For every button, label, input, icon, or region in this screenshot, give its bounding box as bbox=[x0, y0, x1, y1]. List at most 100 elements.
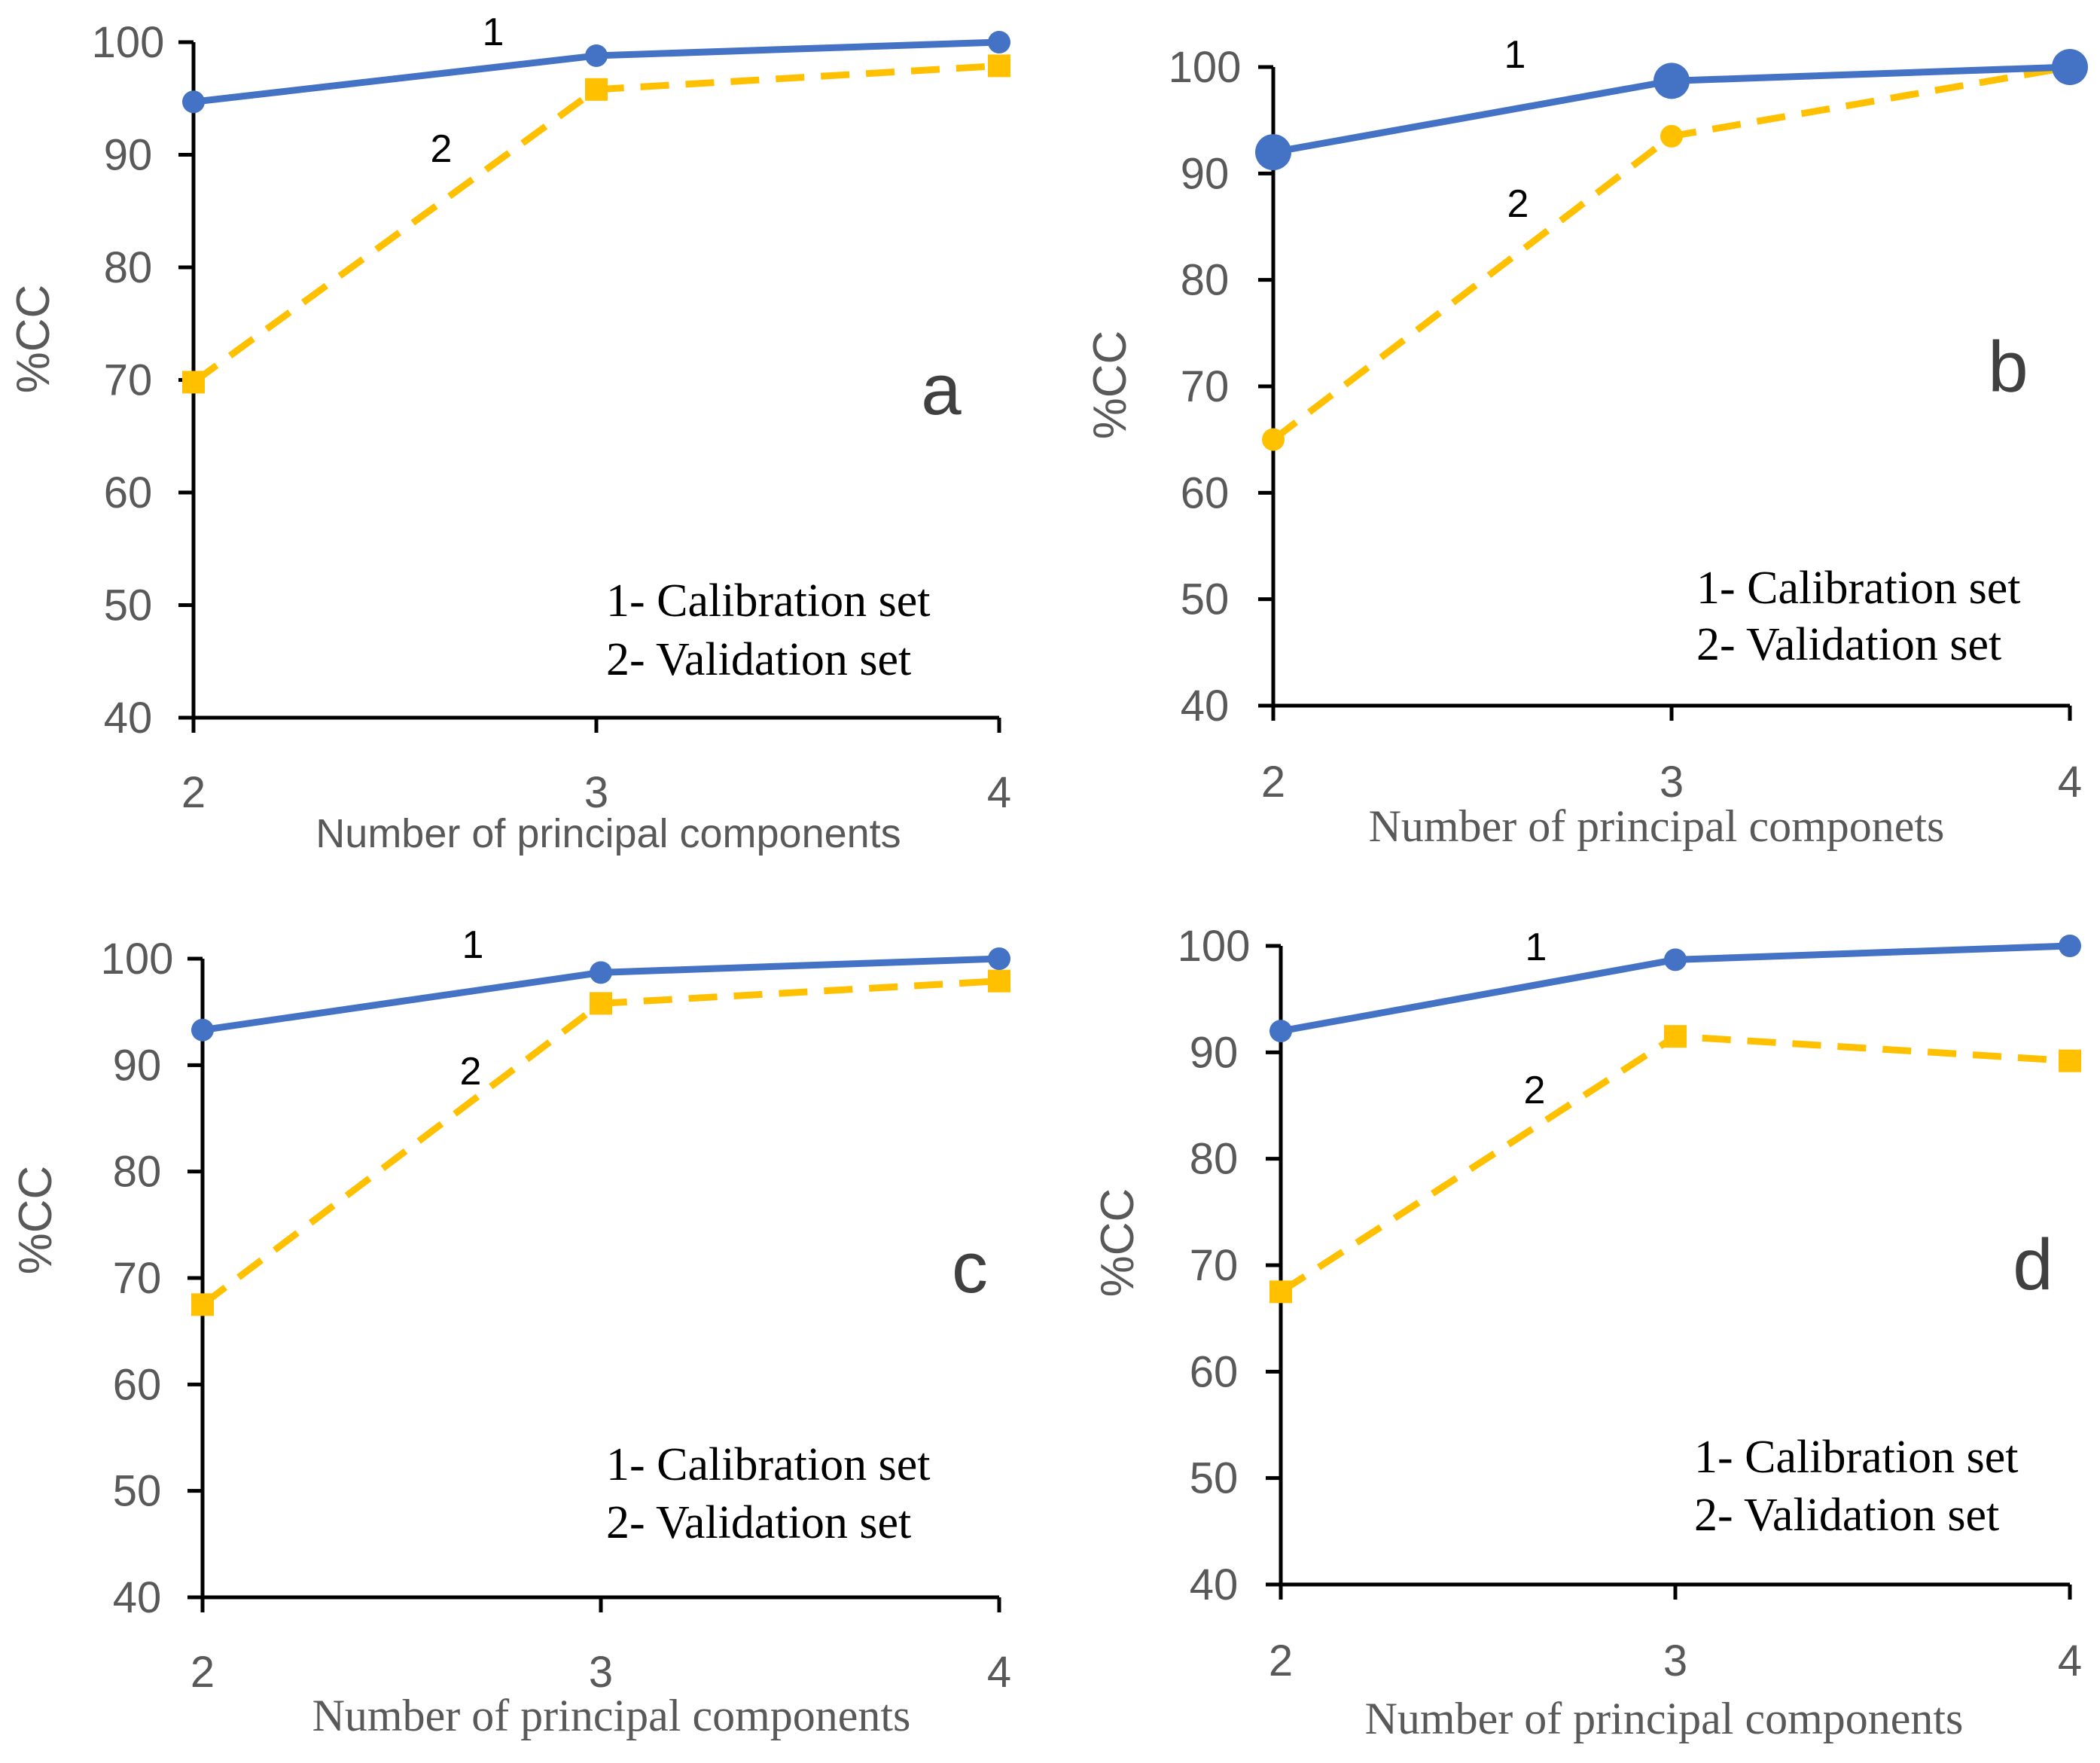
y-tick-label: 60 bbox=[104, 468, 153, 517]
series-1-point bbox=[1653, 63, 1690, 99]
y-tick-label: 80 bbox=[104, 243, 153, 292]
legend-calibration: 1- Calibration set bbox=[606, 1439, 930, 1490]
series-2-point bbox=[2059, 1049, 2081, 1072]
series-2-point bbox=[590, 992, 612, 1015]
series-2-point bbox=[182, 371, 205, 394]
y-tick-label: 90 bbox=[104, 131, 153, 180]
series-1-point bbox=[1664, 948, 1687, 971]
series-1-label: 1 bbox=[462, 923, 484, 967]
series-1-point bbox=[2059, 935, 2081, 957]
series-2-point bbox=[988, 54, 1010, 78]
x-tick-label: 2 bbox=[1261, 758, 1285, 807]
x-tick-label: 3 bbox=[584, 768, 608, 817]
y-tick-label: 80 bbox=[1190, 1135, 1239, 1184]
y-tick-label: 40 bbox=[113, 1573, 162, 1622]
y-tick-label: 60 bbox=[113, 1360, 162, 1409]
x-tick-label: 2 bbox=[190, 1648, 215, 1697]
panel-label: c bbox=[952, 1228, 988, 1308]
series-2-point bbox=[1660, 124, 1683, 148]
series-1-label: 1 bbox=[483, 11, 504, 54]
panel-label: a bbox=[921, 349, 962, 430]
y-tick-label: 60 bbox=[1190, 1347, 1239, 1396]
y-tick-label: 90 bbox=[113, 1041, 162, 1090]
series-1-point-ring bbox=[2053, 50, 2087, 84]
y-tick-label: 90 bbox=[1181, 149, 1230, 198]
x-axis-title: Number of principal componets bbox=[1369, 801, 1945, 851]
series-2-label: 2 bbox=[431, 127, 453, 171]
x-tick-label: 3 bbox=[589, 1648, 613, 1697]
chart-panel-a: 40 50 60 70 80 90 100 2 3 4 Number of principal co… bbox=[8, 11, 1011, 856]
series-1-point bbox=[590, 961, 612, 984]
y-axis-title: %CC bbox=[10, 1166, 62, 1275]
series-2-label: 2 bbox=[460, 1050, 482, 1093]
series-2-point bbox=[988, 969, 1010, 993]
series-1-label: 1 bbox=[1504, 33, 1526, 77]
series-1-point bbox=[988, 947, 1010, 970]
panel-label: b bbox=[1988, 327, 2028, 407]
x-axis-title: Number of principal components bbox=[312, 1691, 911, 1740]
legend-validation: 2- Validation set bbox=[1694, 1490, 1999, 1541]
series-1-point bbox=[182, 90, 205, 114]
series-2-point bbox=[191, 1293, 214, 1316]
legend-validation: 2- Validation set bbox=[606, 634, 911, 685]
y-tick-label: 40 bbox=[1190, 1560, 1239, 1609]
y-tick-label: 60 bbox=[1181, 468, 1230, 517]
chart-panel-b: 40 50 60 70 80 90 100 2 3 4 Number of principal co… bbox=[1084, 33, 2088, 851]
y-axis-title: %CC bbox=[1092, 1188, 1144, 1298]
series-1-point bbox=[191, 1018, 214, 1042]
series-2-line bbox=[200, 978, 1000, 1307]
series-2-line bbox=[1279, 1032, 2071, 1295]
x-tick-label: 4 bbox=[2058, 1636, 2082, 1685]
series-1-point bbox=[988, 31, 1010, 53]
x-tick-label: 4 bbox=[987, 1648, 1011, 1697]
series-1-point bbox=[585, 44, 608, 67]
y-tick-label: 100 bbox=[1178, 922, 1251, 971]
series-2-point bbox=[1269, 1280, 1292, 1304]
legend-calibration: 1- Calibration set bbox=[1696, 563, 2020, 614]
series-1-point bbox=[1269, 1020, 1292, 1043]
y-tick-label: 90 bbox=[1190, 1028, 1239, 1077]
x-axis-title: Number of principal components bbox=[1365, 1694, 1964, 1743]
y-tick-label: 50 bbox=[1190, 1454, 1239, 1503]
y-tick-label: 50 bbox=[113, 1467, 162, 1516]
series-2-point bbox=[1262, 428, 1285, 451]
x-tick-label: 2 bbox=[181, 768, 206, 817]
x-tick-label: 4 bbox=[2058, 758, 2082, 807]
series-2-line bbox=[1271, 63, 2071, 443]
series-1-label: 1 bbox=[1525, 926, 1547, 969]
legend-calibration: 1- Calibration set bbox=[1694, 1432, 2018, 1483]
series-2-line bbox=[191, 62, 1000, 386]
y-tick-label: 50 bbox=[104, 581, 153, 630]
y-tick-label: 100 bbox=[1169, 43, 1242, 92]
x-tick-label: 3 bbox=[1660, 758, 1684, 807]
series-1-point bbox=[1255, 134, 1291, 171]
y-tick-label: 50 bbox=[1181, 575, 1230, 624]
series-2-point bbox=[585, 78, 608, 101]
x-tick-label: 4 bbox=[987, 768, 1011, 817]
chart-panel-c: 40 50 60 70 80 90 100 2 3 4 Number of principal co… bbox=[10, 923, 1011, 1740]
panel-label: d bbox=[2013, 1225, 2053, 1305]
x-tick-label: 3 bbox=[1663, 1636, 1687, 1685]
y-tick-label: 100 bbox=[101, 935, 174, 984]
chart-panel-d: 40 50 60 70 80 90 100 2 3 4 Number of principal co… bbox=[1092, 922, 2082, 1743]
y-tick-label: 80 bbox=[1181, 256, 1230, 305]
y-axis-title: %CC bbox=[1084, 331, 1136, 440]
y-tick-label: 80 bbox=[113, 1148, 162, 1197]
y-tick-label: 70 bbox=[1190, 1241, 1239, 1290]
y-tick-label: 70 bbox=[113, 1254, 162, 1303]
y-tick-label: 70 bbox=[104, 356, 153, 405]
legend-validation: 2- Validation set bbox=[1696, 619, 2001, 670]
x-tick-label: 2 bbox=[1269, 1636, 1293, 1685]
y-tick-label: 70 bbox=[1181, 362, 1230, 411]
x-axis-title: Number of principal components bbox=[315, 811, 901, 856]
y-tick-label: 100 bbox=[92, 18, 165, 67]
legend-validation: 2- Validation set bbox=[606, 1497, 911, 1548]
series-2-label: 2 bbox=[1524, 1069, 1546, 1112]
series-1-point bbox=[2052, 49, 2088, 85]
y-tick-label: 40 bbox=[104, 694, 153, 743]
y-tick-label: 40 bbox=[1181, 682, 1230, 731]
legend-calibration: 1- Calibration set bbox=[606, 575, 930, 627]
series-2-point bbox=[1664, 1025, 1687, 1048]
